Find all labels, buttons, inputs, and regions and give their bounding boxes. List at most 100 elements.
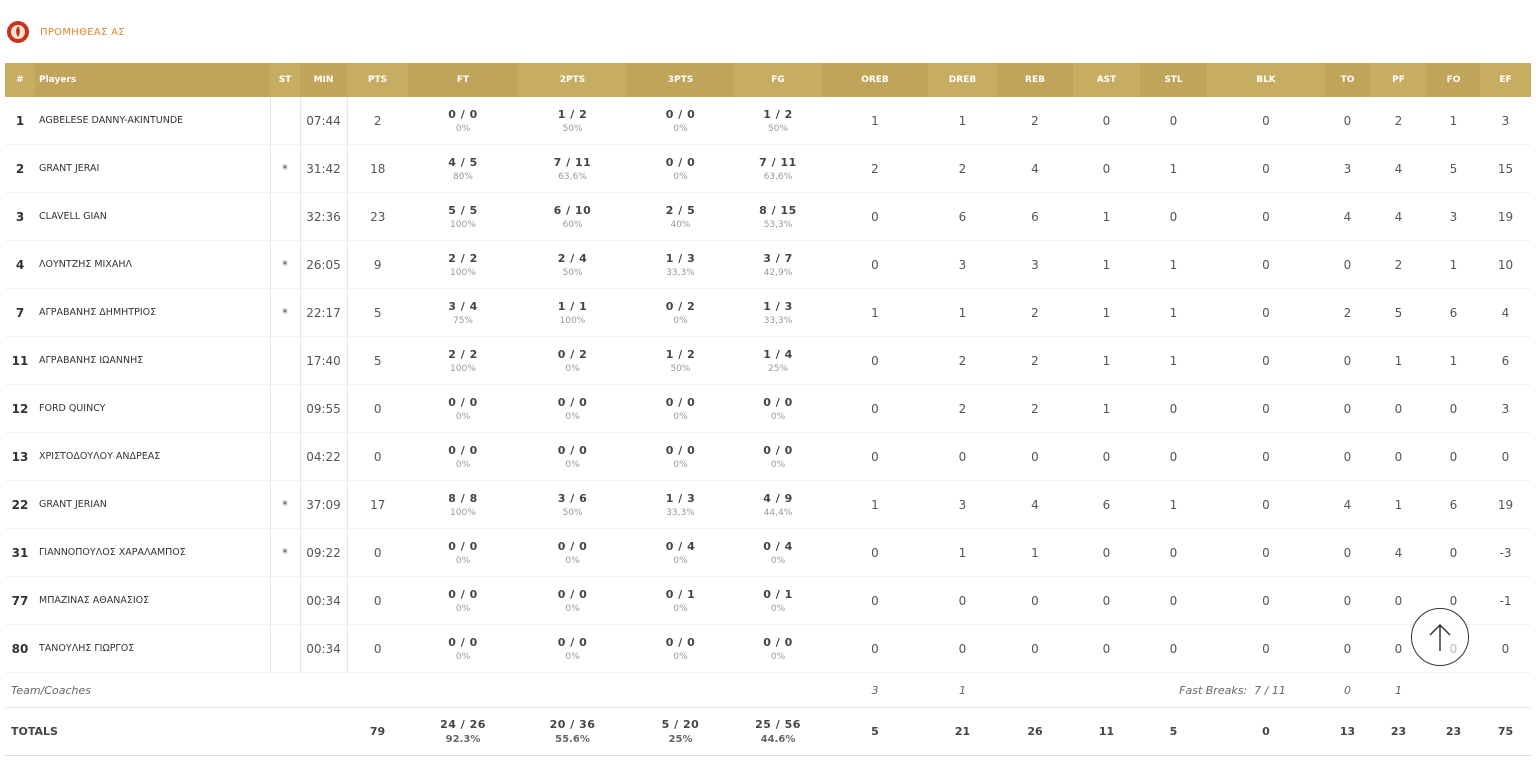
column-header: ST [270,63,300,97]
total-cell: 23 [1370,707,1427,756]
shooting-cell: 0 / 0 0% [627,144,734,193]
cell: 0 [1325,528,1370,577]
cell: 1 [1073,336,1140,385]
cell: 3 [997,240,1073,289]
shooting-cell: 5 / 5 100% [408,192,518,241]
cell: 0 [997,432,1073,481]
shooting-cell: 1 / 3 33,3% [627,480,734,529]
column-header: Players [35,63,270,97]
cell: * [269,288,300,337]
cell: 1 [1370,336,1427,385]
cell [997,673,1073,708]
cell: 2 [997,288,1073,337]
cell: 0 [1370,432,1427,481]
cell: 3 [928,480,997,529]
shooting-cell: 4 / 9 44,4% [734,480,822,529]
cell: 3 [1427,192,1480,241]
column-header: 2PTS [518,63,627,97]
cell: 5 [1427,144,1480,193]
cell: 2 [928,384,997,433]
percentage: 100% [450,363,476,374]
cell: 11 [5,336,35,385]
shooting-cell: 3 / 6 50% [518,480,627,529]
cell: 0 [822,576,928,625]
shooting-cell: 1 / 2 50% [734,97,822,145]
percentage: 0% [673,315,688,326]
made-attempted: 1 / 3 [665,251,696,265]
cell: 0 [1073,576,1140,625]
team-name: ΠΡΟΜΗΘΕΑΣ ΑΣ [40,26,125,38]
made-attempted: 0 / 0 [763,443,793,457]
shooting-cell: 0 / 0 0% [627,97,734,145]
percentage: 0% [673,555,688,566]
shooting-cell: 2 / 2 100% [408,336,518,385]
cell: 1 [1427,240,1480,289]
cell: 4 [1370,144,1427,193]
percentage: 0% [673,459,688,470]
player-row: 77 ΜΠΑΖΙΝΑΣ ΑΘΑΝΑΣΙΟΣ 00:34 0 0 / 0 0% 0 / 0 0%… [5,576,1531,625]
cell: 2 [1370,240,1427,289]
cell: 6 [1073,480,1140,529]
percentage: 0% [565,411,580,422]
made-attempted: 0 / 2 [557,347,588,361]
made-attempted: 6 / 10 [553,203,592,217]
made-attempted: 1 / 1 [557,299,588,313]
cell [269,432,300,481]
percentage: 80% [452,171,473,182]
shooting-cell: 2 / 5 40% [627,192,734,241]
cell: 18 [347,144,408,193]
made-attempted: 0 / 0 [665,155,696,169]
cell: * [269,144,300,193]
cell: 0 [1073,528,1140,577]
percentage: 0% [770,651,786,662]
player-row: 3 CLAVELL GIAN 32:36 23 5 / 5 100% 6 / 10 60% 2 … [5,192,1531,241]
made-attempted: 0 / 1 [665,587,696,601]
percentage: 0% [770,459,786,470]
shooting-cell: 5 / 20 25% [627,707,734,756]
cell: 5 [347,336,408,385]
cell: 1 [822,480,928,529]
shooting-cell: 1 / 3 33,3% [627,240,734,289]
cell: 5 [347,288,408,337]
scroll-top-button[interactable] [1411,608,1469,666]
made-attempted: 0 / 0 [557,635,588,649]
percentage: 50% [562,123,583,134]
cell: 3 [871,683,879,697]
percentage: 53,3% [763,219,793,230]
cell: 12 [5,384,35,433]
made-attempted: 3 / 4 [448,299,478,313]
cell: 0 [822,384,928,433]
shooting-cell: 0 / 0 0% [627,624,734,673]
cell: 15 [1480,144,1531,193]
percentage: 0% [565,651,580,662]
cell: 0 [1207,288,1325,337]
cell: 0 [1207,192,1325,241]
made-attempted: 5 / 20 [661,718,700,731]
total-cell: 21 [928,707,997,756]
percentage: 25% [767,363,788,374]
column-header: FO [1427,63,1480,97]
cell: * [269,240,300,289]
cell: 0 [1207,144,1325,193]
percentage: 0% [565,603,580,614]
cell: 0 [822,624,928,673]
shooting-cell: 6 / 10 60% [518,192,627,241]
made-attempted: 8 / 8 [448,491,478,505]
shooting-cell: 0 / 0 0% [408,624,518,673]
cell: * [269,528,300,577]
shooting-cell: 4 / 5 80% [408,144,518,193]
cell: 1 [1395,683,1402,697]
shooting-cell: 0 / 0 0% [734,624,822,673]
shooting-cell: 0 / 0 0% [734,432,822,481]
fast-breaks-label: Fast Breaks: [1179,683,1248,697]
shooting-cell: 0 / 0 0% [734,384,822,433]
made-attempted: 0 / 0 [665,107,696,121]
total-cell: 11 [1073,707,1140,756]
column-header: FG [734,63,822,97]
totals-row: TOTALS 79 24 / 26 92.3% 20 / 36 55.6% 5 / 20 2… [5,707,1531,756]
player-row: 80 ΤΑΝΟΥΛΗΣ ΓΙΩΡΓΟΣ 00:34 0 0 / 0 0% 0 / 0 0% 0 … [5,624,1531,673]
shooting-cell: 3 / 7 42,9% [734,240,822,289]
cell: 0 [1370,384,1427,433]
